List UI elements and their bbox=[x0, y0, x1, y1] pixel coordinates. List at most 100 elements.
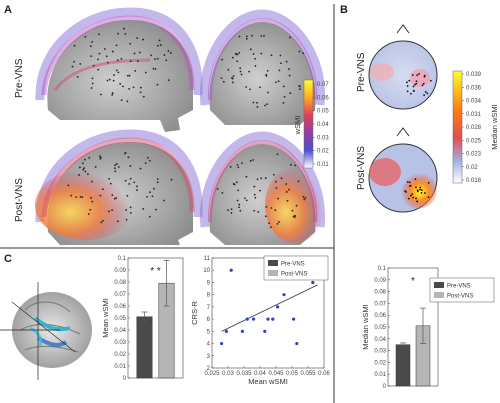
electrode-dot bbox=[245, 37, 248, 40]
electrode-dot bbox=[298, 50, 301, 53]
y-tick-label: 4 bbox=[207, 342, 211, 348]
electrode-dot bbox=[299, 85, 301, 88]
y-tick-label: 0.08 bbox=[114, 280, 126, 286]
electrode-dot bbox=[108, 78, 111, 81]
electrode-dot bbox=[97, 68, 100, 71]
row-label-pre-a: Pre-VNS bbox=[14, 58, 25, 98]
electrode-dot bbox=[420, 189, 423, 192]
data-point bbox=[292, 317, 296, 321]
electrode-dot bbox=[252, 159, 254, 161]
electrode-dot bbox=[253, 185, 256, 188]
y-tick-label: 0.09 bbox=[114, 268, 126, 274]
electrode-dot bbox=[294, 164, 297, 167]
y-axis-label: Median wSMI bbox=[361, 304, 370, 349]
significance-marker: * * bbox=[150, 266, 161, 277]
electrode-dot bbox=[286, 199, 289, 202]
brain-render-pre-posterior bbox=[200, 9, 325, 125]
electrode-dot bbox=[221, 191, 224, 194]
electrode-dot bbox=[232, 183, 235, 185]
electrode-dot bbox=[238, 35, 241, 38]
y-tick-label: 2 bbox=[207, 366, 211, 372]
electrode-dot bbox=[81, 196, 84, 199]
electrode-dot bbox=[124, 179, 127, 182]
electrode-dot bbox=[416, 200, 419, 203]
electrode-dot bbox=[245, 86, 248, 88]
electrode-dot bbox=[410, 92, 412, 95]
electrode-dot bbox=[99, 157, 102, 160]
electrode-dot bbox=[415, 186, 417, 189]
electrode-dot bbox=[128, 74, 131, 77]
electrode-dot bbox=[282, 101, 285, 104]
electrode-dot bbox=[150, 54, 153, 57]
electrode-dot bbox=[100, 221, 103, 224]
colorbar-tick-label: 0.02 bbox=[466, 165, 478, 171]
data-point bbox=[276, 305, 280, 309]
electrode-dot bbox=[231, 56, 234, 59]
y-tick-label: 0.05 bbox=[114, 316, 126, 322]
y-tick-label: 3 bbox=[207, 354, 211, 360]
electrode-dot bbox=[128, 183, 131, 185]
electrode-dot bbox=[152, 67, 155, 70]
legend-swatch-post bbox=[434, 292, 444, 298]
electrode-dot bbox=[222, 80, 225, 83]
electrode-dot bbox=[421, 84, 424, 87]
electrode-dot bbox=[235, 181, 238, 184]
electrode-dot bbox=[265, 73, 268, 76]
electrode-dot bbox=[99, 194, 102, 197]
electrode-dot bbox=[282, 85, 285, 88]
electrode-dot bbox=[274, 209, 277, 212]
electrode-dot bbox=[249, 88, 251, 91]
electrode-dot bbox=[156, 178, 159, 180]
electrode-dot bbox=[289, 92, 292, 95]
electrode-dot bbox=[304, 196, 307, 199]
brain-render-post-posterior bbox=[200, 131, 325, 245]
electrode-dot bbox=[279, 62, 282, 65]
electrode-dot bbox=[241, 162, 243, 165]
electrode-dot bbox=[92, 64, 95, 67]
electrode-dot bbox=[419, 186, 422, 189]
electrode-dot bbox=[158, 39, 161, 42]
electrode-dot bbox=[416, 74, 419, 77]
electrode-dot bbox=[132, 86, 135, 89]
y-tick-label: 0.01 bbox=[374, 372, 386, 378]
electrode-dot bbox=[151, 195, 154, 198]
legend-label-pre-c: Pre-VNS bbox=[281, 262, 305, 268]
x-tick-label: 0.055 bbox=[300, 371, 316, 377]
electrode-dot bbox=[413, 83, 416, 86]
panel-label-a: A bbox=[4, 4, 12, 16]
electrode-dot bbox=[410, 194, 412, 197]
electrode-dot bbox=[105, 55, 108, 58]
electrode-dot bbox=[98, 33, 100, 36]
electrode-dot bbox=[285, 60, 288, 63]
data-point bbox=[311, 280, 315, 285]
electrode-dot bbox=[427, 196, 430, 199]
electrode-dot bbox=[84, 35, 87, 38]
electrode-dot bbox=[148, 215, 151, 218]
electrode-dot bbox=[231, 81, 234, 84]
electrode-dot bbox=[71, 65, 74, 68]
electrode-dot bbox=[114, 170, 117, 173]
electrode-dot bbox=[142, 207, 145, 210]
electrode-dot bbox=[115, 44, 118, 47]
colorbar-tick-label: 0.018 bbox=[466, 178, 482, 184]
electrode-dot bbox=[106, 79, 109, 82]
regression-line bbox=[221, 284, 318, 332]
electrode-dot bbox=[111, 50, 114, 53]
electrode-dot bbox=[429, 79, 432, 82]
bar-pre-vns bbox=[136, 316, 153, 379]
electrode-dot bbox=[97, 58, 99, 61]
electrode-dot bbox=[238, 206, 240, 209]
electrode-dot bbox=[263, 34, 265, 37]
electrode-dot bbox=[245, 199, 248, 202]
electrode-dot bbox=[88, 156, 91, 159]
electrode-dot bbox=[416, 189, 419, 192]
legend-swatch-pre bbox=[434, 282, 444, 288]
electrode-dot bbox=[277, 197, 279, 200]
electrode-dot bbox=[154, 68, 157, 70]
electrode-dot bbox=[89, 45, 92, 47]
electrode-dot bbox=[117, 71, 120, 74]
electrode-dot bbox=[124, 151, 127, 154]
y-tick-label: 0.03 bbox=[374, 349, 386, 355]
electrode-dot bbox=[82, 162, 84, 165]
